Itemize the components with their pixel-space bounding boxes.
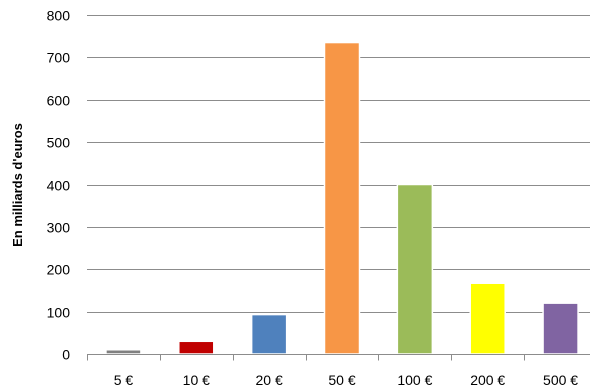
y-tick-label: 400	[47, 178, 71, 194]
bars	[105, 41, 579, 355]
x-tick-labels: 5 € 10 € 20 € 50 € 100 € 200 € 500 €	[114, 372, 579, 388]
y-tick-labels: 0 100 200 300 400 500 600 700 800	[47, 8, 71, 363]
y-tick-label: 100	[47, 305, 71, 321]
y-tick-label: 200	[47, 262, 71, 278]
y-axis-title: En milliards d'euros	[10, 123, 25, 247]
y-tick-label: 0	[62, 347, 70, 363]
bar	[323, 41, 361, 355]
bar	[105, 349, 142, 355]
y-tick-label: 500	[47, 135, 71, 151]
bar	[469, 282, 506, 355]
y-tick-label: 600	[47, 93, 71, 109]
x-tick-label: 50 €	[328, 372, 355, 388]
bar	[396, 183, 434, 355]
x-tick-label: 100 €	[397, 372, 432, 388]
y-tick-label: 700	[47, 50, 71, 66]
x-tick-label: 200 €	[470, 372, 505, 388]
bar	[178, 340, 215, 355]
bar	[542, 302, 579, 355]
y-tick-label: 800	[47, 8, 71, 24]
y-tick-label: 300	[47, 220, 71, 236]
x-tick-label: 10 €	[183, 372, 210, 388]
x-axis	[87, 354, 590, 361]
bar	[250, 313, 288, 355]
x-tick-label: 20 €	[256, 372, 283, 388]
x-tick-label: 5 €	[114, 372, 134, 388]
x-tick-label: 500 €	[543, 372, 578, 388]
